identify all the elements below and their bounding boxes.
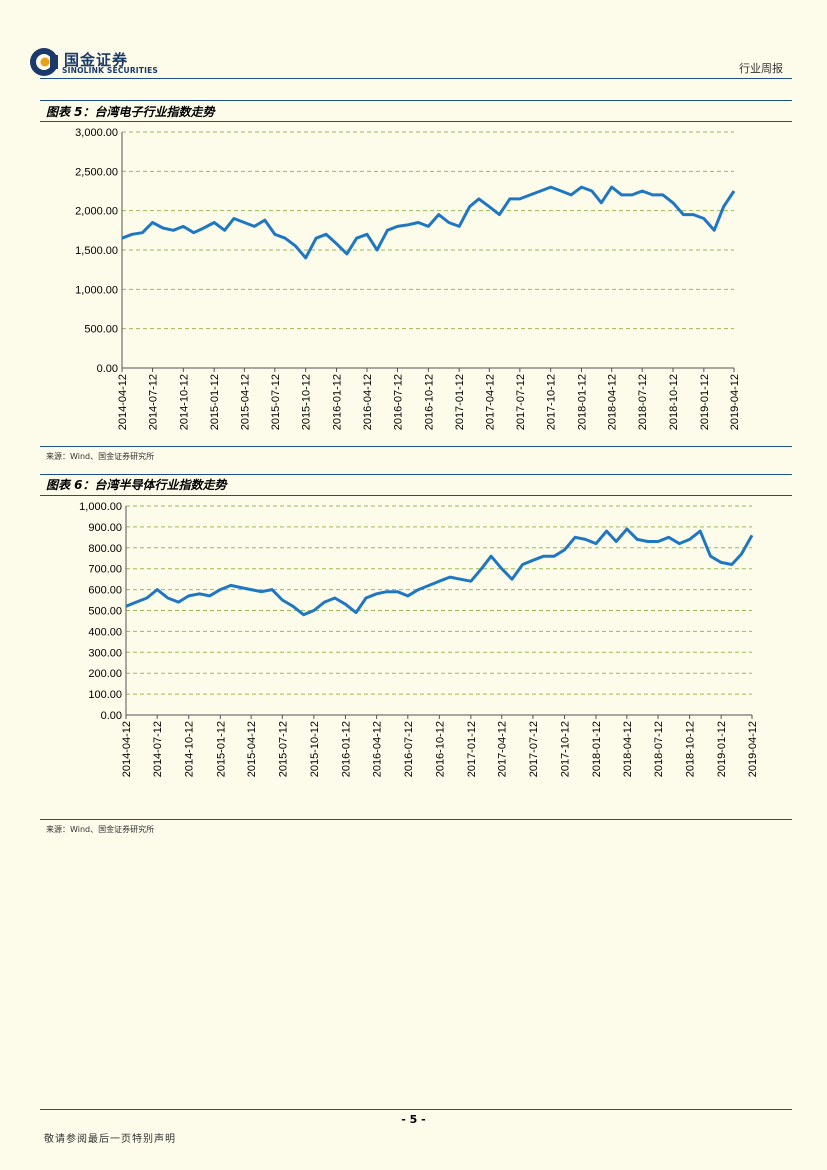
x-tick-label: 2014-04-12 xyxy=(117,374,129,430)
x-tick-label: 2015-04-12 xyxy=(239,374,251,430)
logo-text-en: SINOLINK SECURITIES xyxy=(62,66,159,75)
figure5-title: 图表 5：台湾电子行业指数走势 xyxy=(46,105,215,119)
header-rule xyxy=(40,78,792,79)
x-tick-label: 2018-10-12 xyxy=(685,721,697,777)
x-tick-label: 2015-10-12 xyxy=(309,721,321,777)
x-tick-label: 2016-04-12 xyxy=(372,721,384,777)
x-tick-label: 2015-07-12 xyxy=(277,721,289,777)
x-tick-label: 2016-10-12 xyxy=(423,374,435,430)
y-tick-label: 0.00 xyxy=(97,363,118,375)
y-tick-label: 600.00 xyxy=(88,585,122,597)
page-number: - 5 - xyxy=(401,1113,426,1126)
x-tick-label: 2016-01-12 xyxy=(340,721,352,777)
x-tick-label: 2017-04-12 xyxy=(484,374,496,430)
x-tick-label: 2019-01-12 xyxy=(699,374,711,430)
logo-emblem-icon xyxy=(30,48,58,76)
y-tick-label: 1,500.00 xyxy=(75,245,118,257)
y-tick-label: 1,000.00 xyxy=(75,284,118,296)
y-tick-label: 900.00 xyxy=(88,522,122,534)
x-tick-label: 2017-07-12 xyxy=(528,721,540,777)
figure6-title: 图表 6：台湾半导体行业指数走势 xyxy=(46,478,227,492)
y-tick-label: 2,500.00 xyxy=(75,166,118,178)
y-tick-label: 700.00 xyxy=(88,564,122,576)
figure6-bottom-rule xyxy=(40,819,792,820)
x-tick-label: 2015-01-12 xyxy=(215,721,227,777)
x-tick-label: 2019-04-12 xyxy=(729,374,741,430)
x-tick-label: 2018-01-12 xyxy=(577,374,589,430)
figure5-top-rule xyxy=(40,100,792,101)
series-line xyxy=(121,185,736,260)
x-tick-label: 2014-04-12 xyxy=(121,721,133,777)
figure5-source: 来源：Wind、国金证券研究所 xyxy=(46,452,155,461)
y-tick-label: 1,000.00 xyxy=(79,501,122,513)
series-line xyxy=(125,527,754,617)
x-tick-label: 2018-07-12 xyxy=(637,374,649,430)
x-tick-label: 2017-01-12 xyxy=(466,721,478,777)
figure6-title-rule xyxy=(40,495,792,496)
x-tick-label: 2015-07-12 xyxy=(270,374,282,430)
y-tick-label: 3,000.00 xyxy=(75,127,118,139)
y-tick-label: 500.00 xyxy=(84,324,118,336)
x-tick-label: 2017-10-12 xyxy=(546,374,558,430)
x-tick-label: 2018-10-12 xyxy=(668,374,680,430)
y-tick-label: 0.00 xyxy=(101,710,122,722)
figure5-title-rule xyxy=(40,121,792,122)
x-tick-label: 2015-01-12 xyxy=(209,374,221,430)
disclaimer-note: 敬请参阅最后一页特别声明 xyxy=(44,1134,176,1145)
x-tick-label: 2018-04-12 xyxy=(607,374,619,430)
x-tick-label: 2019-01-12 xyxy=(716,721,728,777)
figure6-source: 来源：Wind、国金证券研究所 xyxy=(46,825,155,834)
logo-text-cn: 国金证券 xyxy=(64,51,129,69)
y-tick-label: 100.00 xyxy=(88,689,122,701)
y-tick-label: 200.00 xyxy=(88,668,122,680)
y-tick-label: 400.00 xyxy=(88,626,122,638)
x-tick-label: 2016-07-12 xyxy=(403,721,415,777)
x-tick-label: 2017-10-12 xyxy=(559,721,571,777)
x-tick-label: 2015-04-12 xyxy=(246,721,258,777)
x-tick-label: 2018-01-12 xyxy=(591,721,603,777)
x-tick-label: 2014-10-12 xyxy=(178,374,190,430)
y-tick-label: 2,000.00 xyxy=(75,206,118,218)
y-tick-label: 300.00 xyxy=(88,647,122,659)
chart-taiwan-electronics-index: 0.00 500.00 1,000.00 1,500.00 2,000.00 2,500.… xyxy=(75,127,741,430)
x-tick-label: 2016-10-12 xyxy=(434,721,446,777)
y-tick-label: 800.00 xyxy=(88,543,122,555)
chart-taiwan-semiconductor-index: 0.00 100.00 200.00 300.00 400.00 500.00 600.00… xyxy=(79,501,759,777)
footer-rule xyxy=(40,1109,792,1110)
x-tick-label: 2017-07-12 xyxy=(515,374,527,430)
figure6-top-rule xyxy=(40,474,792,475)
x-tick-label: 2016-01-12 xyxy=(332,374,344,430)
y-tick-label: 500.00 xyxy=(88,606,122,618)
x-tick-label: 2016-04-12 xyxy=(362,374,374,430)
report-type-label: 行业周报 xyxy=(739,62,783,75)
x-tick-label: 2014-07-12 xyxy=(152,721,164,777)
x-tick-label: 2016-07-12 xyxy=(393,374,405,430)
x-tick-label: 2017-01-12 xyxy=(454,374,466,430)
x-tick-label: 2017-04-12 xyxy=(497,721,509,777)
x-tick-label: 2018-04-12 xyxy=(622,721,634,777)
company-logo xyxy=(28,46,153,78)
x-tick-label: 2014-10-12 xyxy=(184,721,196,777)
figure5-bottom-rule xyxy=(40,446,792,447)
x-tick-label: 2014-07-12 xyxy=(147,374,159,430)
x-tick-label: 2015-10-12 xyxy=(301,374,313,430)
x-tick-label: 2019-04-12 xyxy=(747,721,759,777)
x-tick-label: 2018-07-12 xyxy=(653,721,665,777)
